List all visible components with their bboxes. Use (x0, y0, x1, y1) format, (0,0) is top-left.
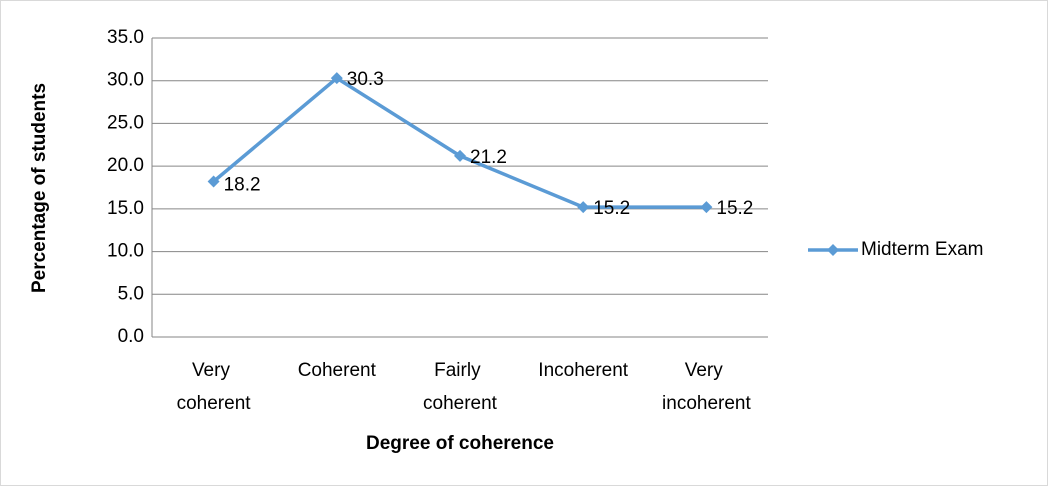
y-tick-label: 10.0 (107, 241, 144, 262)
legend-label: Midterm Exam (861, 239, 983, 260)
data-label: 18.2 (224, 175, 261, 196)
data-label: 21.2 (470, 147, 507, 168)
x-tick-label: Coherent (298, 360, 377, 381)
x-tick-label: Very coherent (177, 360, 252, 414)
x-tick-label: Fairly coherent (423, 360, 498, 414)
x-tick-label: Very incoherent (662, 360, 751, 414)
x-tick-label: Incoherent (538, 360, 629, 381)
data-label: 30.3 (347, 69, 384, 90)
data-point (577, 201, 590, 214)
legend-marker (827, 244, 839, 256)
y-tick-label: 0.0 (118, 326, 144, 347)
data-label: 15.2 (716, 198, 753, 219)
data-point (207, 175, 220, 188)
data-point (700, 201, 713, 214)
data-label: 15.2 (593, 198, 630, 219)
y-tick-label: 15.0 (107, 198, 144, 219)
y-tick-label: 5.0 (118, 283, 144, 304)
x-axis-label: Degree of coherence (366, 433, 554, 454)
y-tick-label: 30.0 (107, 70, 144, 91)
y-axis-label: Percentage of students (29, 83, 50, 293)
y-tick-label: 20.0 (107, 155, 144, 176)
data-point (330, 72, 343, 85)
y-tick-label: 35.0 (107, 27, 144, 48)
data-point (454, 149, 466, 162)
y-tick-label: 25.0 (107, 112, 144, 133)
